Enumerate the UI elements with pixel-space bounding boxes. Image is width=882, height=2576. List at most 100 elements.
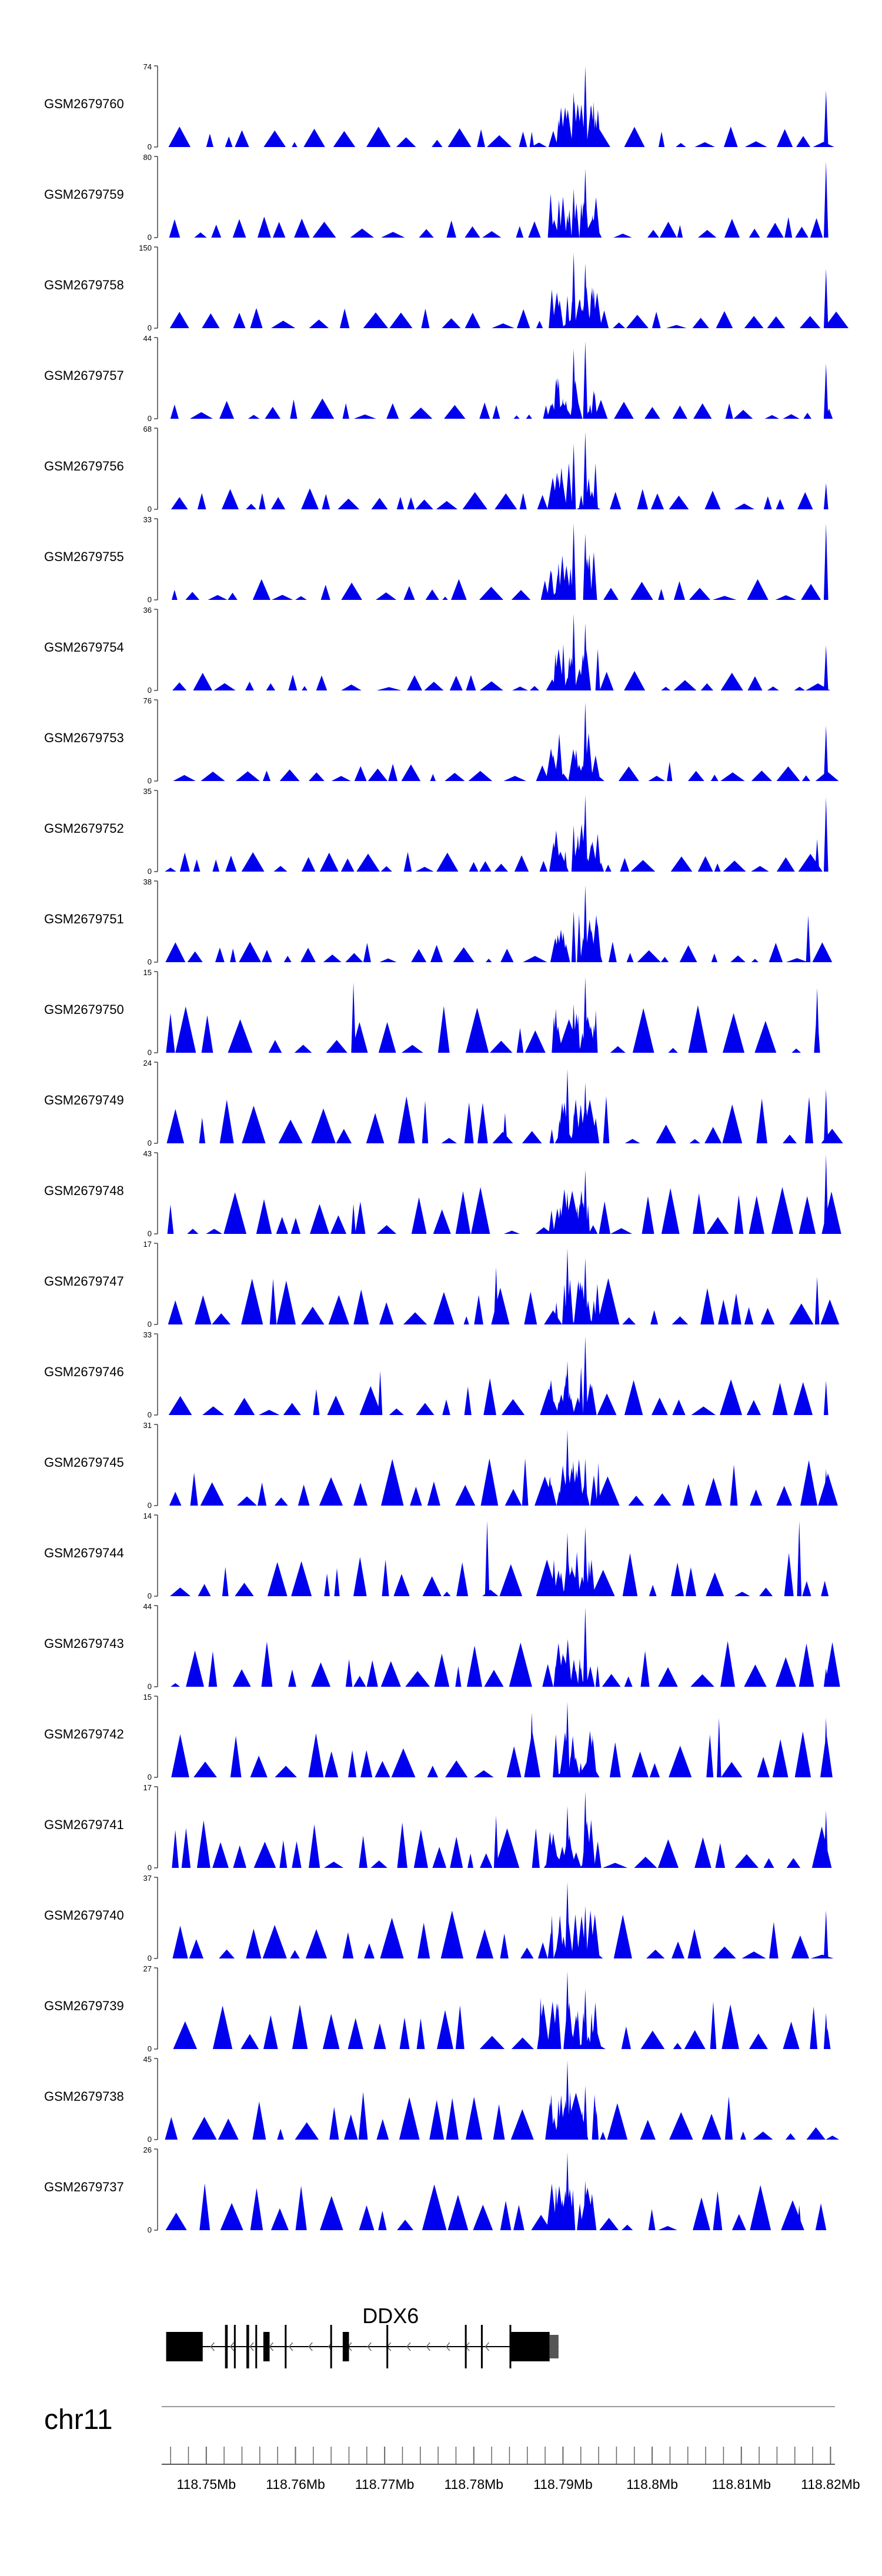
- y-max-label: 17: [143, 1783, 152, 1792]
- y-min-label: 0: [148, 595, 152, 604]
- y-min-label: 0: [148, 1954, 152, 1963]
- y-min-label: 0: [148, 142, 152, 151]
- gene-exon: [225, 2325, 228, 2368]
- coverage-area: [173, 1971, 831, 2049]
- coverage-area: [165, 2060, 840, 2140]
- gene-exon: [166, 2332, 203, 2361]
- y-min-label: 0: [148, 414, 152, 423]
- y-max-label: 35: [143, 787, 152, 796]
- gene-exon: [246, 2325, 249, 2368]
- gene-exon: [511, 2332, 550, 2361]
- coverage-area: [168, 1248, 840, 1324]
- y-max-label: 15: [143, 1693, 152, 1701]
- axis-tick-label: 118.78Mb: [444, 2477, 503, 2492]
- y-max-label: 74: [143, 62, 152, 71]
- gene-exon: [465, 2325, 467, 2368]
- track-label: GSM2679747: [44, 1274, 124, 1289]
- coverage-area: [166, 977, 820, 1053]
- coverage-track: GSM2679743 44 0: [44, 1602, 840, 1691]
- axis-tick-label: 118.75Mb: [177, 2477, 236, 2492]
- axis-tick-label: 118.81Mb: [711, 2477, 771, 2492]
- track-label: GSM2679744: [44, 1546, 124, 1560]
- track-label: GSM2679750: [44, 1002, 124, 1017]
- coverage-track: GSM2679757 44 0: [44, 334, 833, 423]
- coverage-track: GSM2679759 80 0: [44, 153, 828, 242]
- strand-arrow: [367, 2342, 372, 2351]
- y-min-label: 0: [148, 2135, 152, 2144]
- coverage-area: [167, 1154, 841, 1234]
- coverage-track: GSM2679756 68 0: [44, 425, 828, 513]
- gene-exon: [255, 2325, 258, 2368]
- coverage-track: GSM2679737 26 0: [44, 2145, 827, 2234]
- track-label: GSM2679742: [44, 1727, 124, 1741]
- gene-exon: [480, 2325, 483, 2368]
- y-max-label: 43: [143, 1149, 152, 1158]
- gene-exon: [342, 2332, 349, 2361]
- strand-arrow: [308, 2342, 313, 2351]
- gene-exon: [233, 2325, 236, 2368]
- y-min-label: 0: [148, 2225, 152, 2234]
- track-label: GSM2679756: [44, 459, 124, 473]
- coverage-area: [171, 432, 828, 509]
- coverage-track: GSM2679742 15 0: [44, 1693, 833, 1781]
- coverage-track: GSM2679747 17 0: [44, 1240, 840, 1329]
- y-min-label: 0: [148, 233, 152, 242]
- y-min-label: 0: [148, 867, 152, 876]
- strand-arrow: [210, 2342, 215, 2351]
- track-label: GSM2679740: [44, 1908, 124, 1923]
- y-max-label: 37: [143, 1874, 152, 1883]
- genome-axis: chr11 118.75Mb 118.76Mb 118.77Mb 118.78Mb 118…: [44, 2404, 860, 2492]
- y-min-label: 0: [148, 1773, 152, 1781]
- coverage-area: [168, 66, 834, 147]
- y-min-label: 0: [148, 323, 152, 332]
- chromosome-label: chr11: [44, 2404, 113, 2435]
- track-label: GSM2679755: [44, 549, 124, 564]
- strand-arrow: [426, 2342, 430, 2351]
- track-label: GSM2679739: [44, 1998, 124, 2013]
- coverage-track: GSM2679752 35 0: [44, 787, 828, 876]
- coverage-track: GSM2679751 38 0: [44, 877, 833, 966]
- coverage-area: [169, 161, 828, 238]
- y-max-label: 80: [143, 153, 152, 162]
- coverage-area: [172, 523, 828, 600]
- y-max-label: 76: [143, 696, 152, 705]
- track-label: GSM2679741: [44, 1817, 124, 1832]
- coverage-track: GSM2679748 43 0: [44, 1149, 841, 1238]
- axis-tick-label: 118.79Mb: [533, 2477, 593, 2492]
- track-label: GSM2679737: [44, 2180, 124, 2194]
- y-max-label: 33: [143, 1330, 152, 1339]
- strand-arrow: [485, 2342, 490, 2351]
- coverage-area: [166, 1069, 843, 1143]
- coverage-track: GSM2679744 14 0: [44, 1511, 829, 1600]
- y-min-label: 0: [148, 1048, 152, 1057]
- strand-arrow: [406, 2342, 411, 2351]
- axis-tick-label: 118.77Mb: [355, 2477, 415, 2492]
- track-label: GSM2679758: [44, 278, 124, 292]
- track-label: GSM2679759: [44, 187, 124, 202]
- gene-exon: [263, 2332, 270, 2361]
- y-max-label: 44: [143, 1602, 152, 1611]
- y-max-label: 44: [143, 334, 152, 343]
- coverage-track: GSM2679754 36 0: [44, 606, 830, 695]
- gene-exon: [509, 2325, 512, 2368]
- y-min-label: 0: [148, 1863, 152, 1872]
- gene-exon: [386, 2325, 389, 2368]
- track-label: GSM2679738: [44, 2089, 124, 2104]
- coverage-area: [172, 1791, 832, 1868]
- track-label: GSM2679753: [44, 730, 124, 745]
- track-label: GSM2679757: [44, 368, 124, 383]
- coverage-area: [169, 252, 849, 328]
- gene-name: DDX6: [362, 2304, 419, 2328]
- y-min-label: 0: [148, 1501, 152, 1510]
- coverage-track: GSM2679753 76 0: [44, 696, 839, 785]
- coverage-area: [172, 1881, 834, 1958]
- y-min-label: 0: [148, 505, 152, 513]
- y-min-label: 0: [148, 1139, 152, 1147]
- gene-exon: [330, 2325, 332, 2368]
- gene-exon: [285, 2325, 287, 2368]
- y-min-label: 0: [148, 686, 152, 695]
- track-label: GSM2679751: [44, 912, 124, 926]
- track-label: GSM2679745: [44, 1455, 124, 1470]
- y-max-label: 15: [143, 968, 152, 977]
- coverage-area: [169, 1429, 838, 1506]
